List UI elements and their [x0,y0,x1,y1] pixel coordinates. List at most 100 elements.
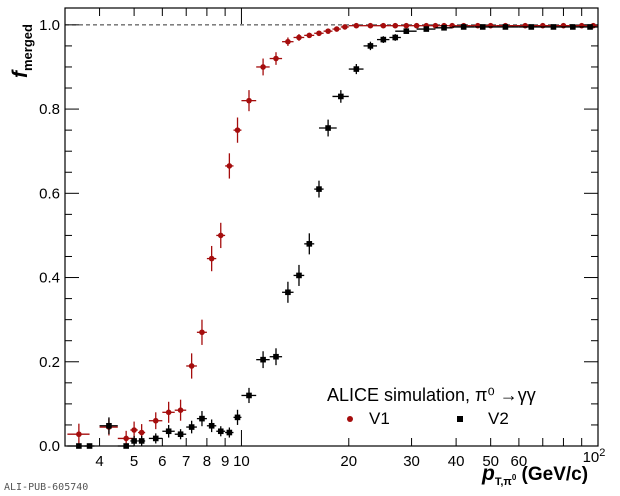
marker-circle [152,417,159,424]
data-point-v2 [348,64,364,75]
marker-square [138,438,145,444]
data-point-v2 [162,424,175,438]
x-tick-label-40: 40 [448,453,465,470]
marker-square [587,24,593,30]
marker-circle [123,435,129,442]
data-point-v1 [293,34,305,41]
marker-circle [131,427,137,433]
marker-circle [273,55,279,62]
marker-circle [578,22,585,29]
data-point-v2 [99,417,118,435]
y-tick-label-0.6: 0.6 [39,185,60,202]
data-point-v2 [304,233,315,255]
data-point-v2 [332,90,349,103]
data-point-v2 [196,411,207,427]
data-point-v2 [416,26,436,32]
data-point-v2 [130,435,138,446]
series-v2 [67,24,598,449]
marker-circle [333,26,340,32]
marker-circle [226,163,233,169]
x-tick-label-10: 10 [233,453,250,470]
data-point-v2 [377,36,390,43]
y-axis-tick-labels: 0.0 0.2 0.4 0.6 0.8 1.0 [39,17,60,455]
x-axis-title-subscript: T,π [495,476,513,488]
marker-circle [138,429,145,436]
data-point-v1 [186,353,197,379]
marker-square [441,24,447,31]
x-tick-label-8: 8 [203,453,211,470]
data-point-v2 [474,24,491,30]
y-tick-label-0.0: 0.0 [39,438,60,455]
x-tick-label-60: 60 [511,453,528,470]
marker-square [285,289,291,296]
data-point-v1 [332,26,341,32]
marker-circle [217,232,224,239]
data-point-v2 [395,28,417,34]
y-tick-label-0.8: 0.8 [39,101,60,118]
legend-label-v1: V1 [369,409,390,428]
marker-square [226,429,233,436]
data-point-v1 [430,22,440,29]
marker-square [550,24,557,30]
marker-circle [246,97,252,104]
marker-square [208,422,215,429]
legend-label-v2: V2 [488,409,509,428]
data-series-layer [67,22,598,449]
marker-circle [188,363,195,369]
marker-square [423,26,430,32]
marker-square [479,24,486,30]
marker-circle [522,22,529,29]
marker-circle [403,22,410,29]
data-point-v2 [186,420,197,434]
legend-marker-v2 [457,416,463,422]
marker-circle [296,34,302,41]
marker-square [199,415,205,422]
data-point-v2 [490,24,519,30]
data-point-v1 [323,28,333,34]
y-axis-title-subscript: merged [20,24,35,71]
marker-square [502,24,509,30]
marker-square [131,438,137,444]
marker-circle [353,22,360,29]
data-point-v1 [411,22,422,29]
data-point-v2 [363,41,378,51]
x-axis-title-subscript-superscript: 0 [512,473,517,482]
marker-circle [392,22,399,29]
marker-square [260,356,266,363]
data-point-v1 [256,58,270,76]
y-axis-ticks [65,24,598,447]
marker-square [460,24,467,30]
data-point-v1 [282,37,294,46]
marker-square [353,66,360,72]
watermark: ALI-PUB-605740 [4,482,88,493]
marker-square [570,24,576,30]
data-point-v1 [269,52,283,65]
marker-square [528,24,535,30]
marker-circle [380,22,387,29]
x-tick-label-7: 7 [182,453,190,470]
data-point-v2 [138,435,146,446]
marker-circle [560,22,567,29]
x-tick-label-30: 30 [403,453,420,470]
data-point-v2 [293,264,305,286]
data-point-v1 [400,22,412,29]
marker-square [106,422,112,429]
experiment-annotation: ALICE simulation, π⁰ →γγ [327,385,536,405]
data-point-v2 [452,24,475,30]
marker-square [234,414,241,421]
marker-square [273,353,279,360]
marker-circle [316,30,322,37]
marker-square [188,424,195,430]
marker-circle [234,127,241,133]
data-point-v1 [241,90,257,112]
marker-circle [432,22,439,29]
data-point-v1 [148,412,163,430]
data-point-v1 [348,22,364,29]
marker-square [325,125,331,131]
x-tick-label-20: 20 [340,453,357,470]
x-tick-label-100-exponent: 2 [599,447,605,459]
y-tick-label-0.2: 0.2 [39,354,60,371]
marker-circle [325,28,331,34]
